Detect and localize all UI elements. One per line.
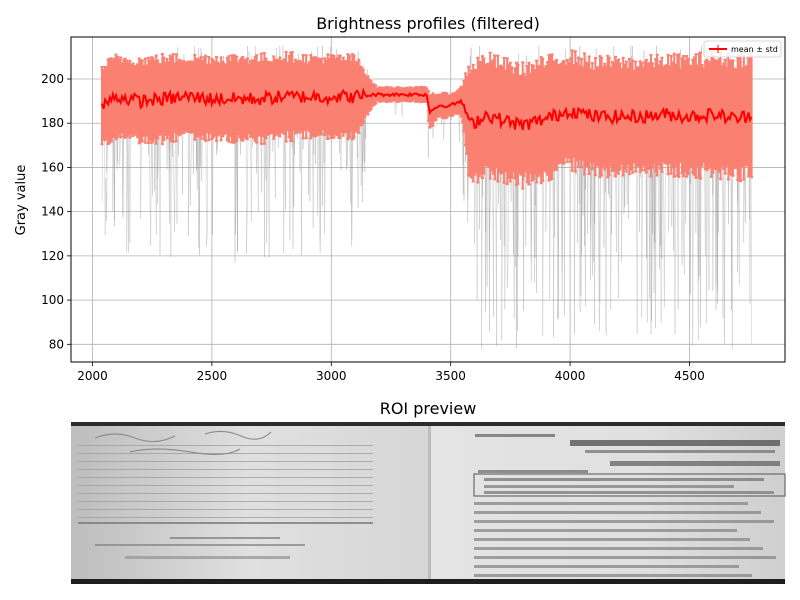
roi-preview: ROI preview [71,399,786,584]
y-tick-label: 100 [41,293,64,307]
roi-page-fold [428,426,431,579]
x-tick-label: 4500 [674,369,705,383]
roi-text-line [478,470,588,473]
y-ticks: 80 100 120 140 160 180 200 [41,72,71,351]
roi-text-line [474,529,737,532]
legend-box [703,40,782,58]
roi-text-line [585,450,775,453]
roi-top-edge [71,422,785,426]
y-tick-label: 180 [41,116,64,130]
y-tick-label: 200 [41,72,64,86]
y-tick-label: 160 [41,160,64,174]
roi-text-line [610,461,780,466]
roi-text-line [484,485,734,488]
y-tick-label: 120 [41,249,64,263]
roi-text-line [78,509,373,510]
roi-text-line [475,434,555,437]
roi-text-line [474,511,761,514]
roi-text-line [78,445,373,446]
mean-line [101,87,753,131]
roi-text-line [78,485,373,486]
plot-frame [70,36,786,363]
roi-text-line [474,547,763,550]
roi-text-line [78,477,373,478]
roi-text-line [484,491,774,494]
legend-entry: mean ± std [731,45,778,54]
roi-text-line [170,537,280,539]
roi-text-line [78,469,373,470]
y-axis-label: Gray value [14,165,29,236]
roi-bottom-edge [71,579,785,584]
roi-text-line [474,556,776,559]
roi-image [71,422,786,584]
roi-box [473,473,786,497]
roi-text-line [78,522,373,524]
chart-title: Brightness profiles (filtered) [316,14,540,33]
roi-text-line [474,538,750,541]
roi-text-line [474,574,752,577]
x-tick-label: 3500 [435,369,466,383]
roi-handwriting [94,430,272,455]
x-tick-label: 2000 [77,369,108,383]
roi-text-marks [78,430,786,577]
roi-text-line [78,501,373,502]
x-tick-label: 4000 [555,369,586,383]
x-tick-label: 2500 [197,369,228,383]
roi-left-page [71,422,430,584]
x-tick-label: 3000 [316,369,347,383]
roi-text-line [570,440,780,446]
roi-text-line [474,565,739,568]
roi-text-line [484,478,764,481]
roi-title: ROI preview [380,399,477,418]
legend: mean ± std [703,40,782,58]
brightness-chart: Brightness profiles (filtered) Gray valu… [14,14,786,383]
mean-line-group [101,87,753,131]
roi-text-line [474,502,748,505]
roi-text-line [78,493,373,494]
y-tick-label: 80 [49,337,64,351]
x-ticks: 2000 2500 3000 3500 4000 4500 [77,362,705,383]
roi-text-line [78,517,373,518]
roi-text-line [125,556,290,559]
y-tick-label: 140 [41,205,64,219]
roi-text-line [78,461,373,462]
roi-text-line [95,544,305,546]
roi-text-line [474,520,774,523]
